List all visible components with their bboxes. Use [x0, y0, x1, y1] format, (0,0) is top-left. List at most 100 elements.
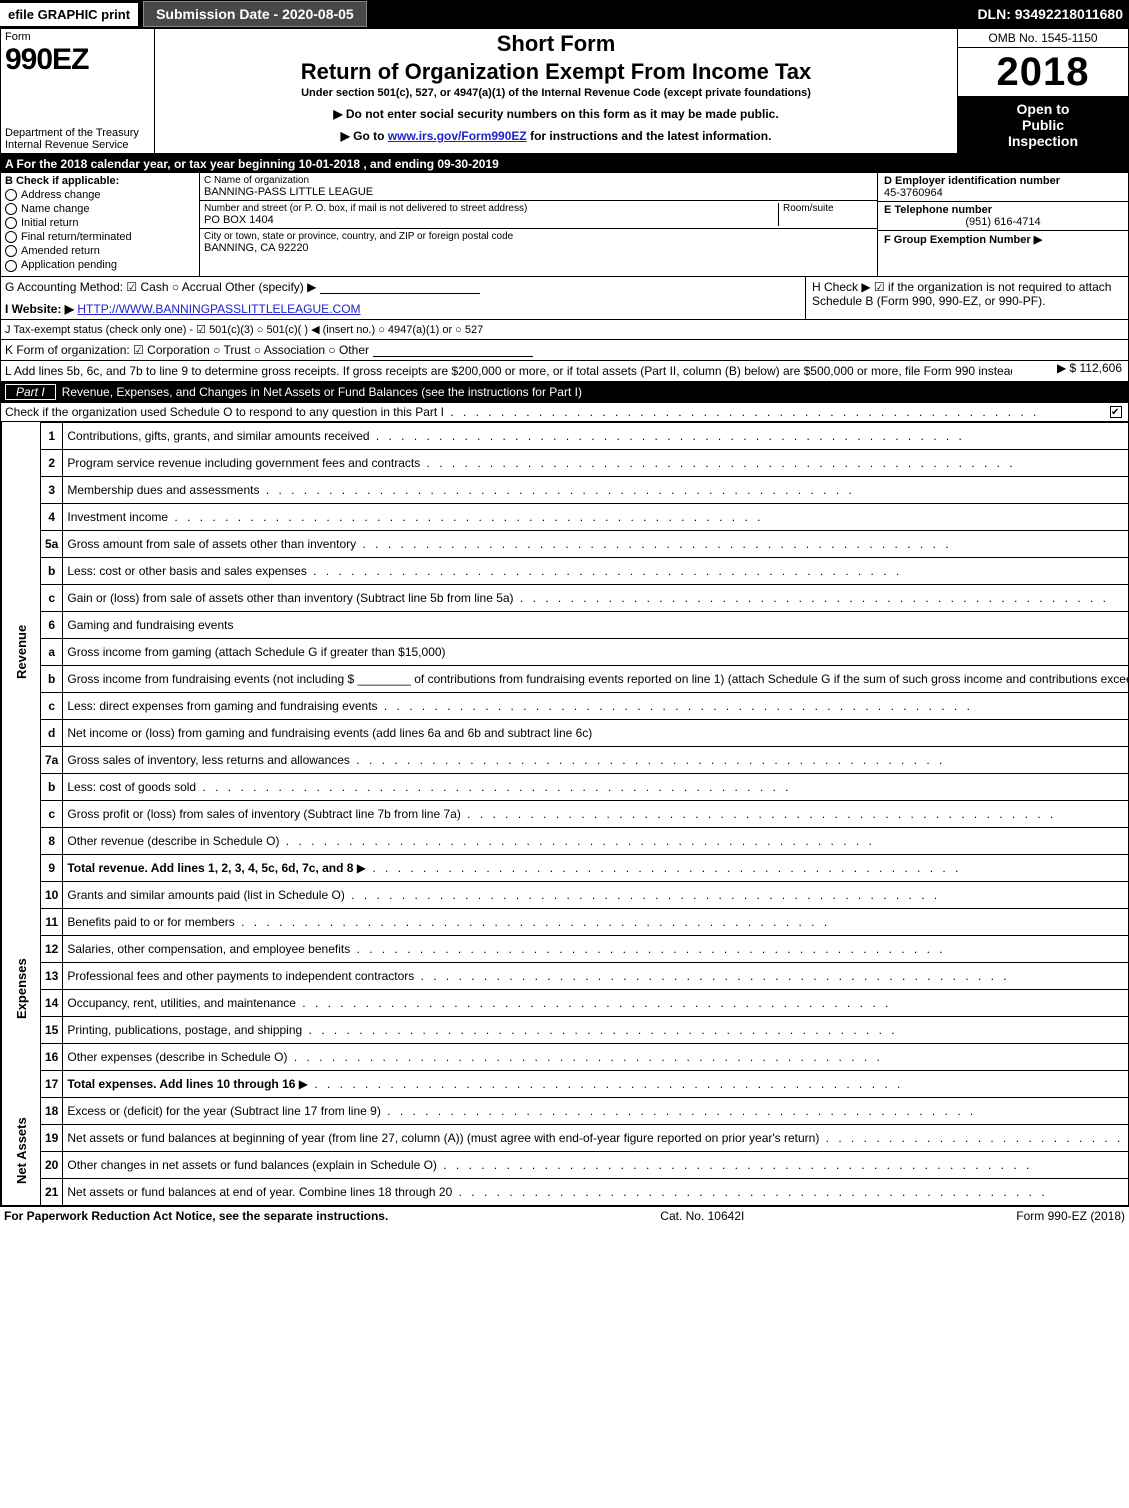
line-21: 21 Net assets or fund balances at end of…	[2, 1178, 1129, 1205]
expenses-side-label: Expenses	[2, 881, 41, 1097]
row-l: L Add lines 5b, 6c, and 7b to line 9 to …	[1, 361, 1128, 382]
goto-prefix: ▶ Go to	[341, 129, 388, 143]
irs-link[interactable]: www.irs.gov/Form990EZ	[388, 129, 527, 143]
line-19: 19 Net assets or fund balances at beginn…	[2, 1124, 1129, 1151]
b-opt-name[interactable]: Name change	[5, 203, 195, 215]
line-5c: c Gain or (loss) from sale of assets oth…	[2, 584, 1129, 611]
l1-desc: Contributions, gifts, grants, and simila…	[63, 422, 1129, 449]
org-name-row: C Name of organization BANNING-PASS LITT…	[200, 173, 877, 201]
section-c: C Name of organization BANNING-PASS LITT…	[200, 173, 877, 276]
footer-left: For Paperwork Reduction Act Notice, see …	[4, 1209, 388, 1223]
group-exemption-row: F Group Exemption Number ▶	[878, 231, 1128, 248]
submission-date-button[interactable]: Submission Date - 2020-08-05	[143, 1, 367, 27]
line-5b: b Less: cost or other basis and sales ex…	[2, 557, 1129, 584]
part-i-checkbox[interactable]	[1110, 406, 1122, 418]
l-amount: ▶ $ 112,606	[1012, 361, 1128, 381]
room-label: Room/suite	[783, 203, 873, 214]
line-7c: c Gross profit or (loss) from sales of i…	[2, 800, 1129, 827]
row-g-h: G Accounting Method: ☑ Cash ○ Accrual Ot…	[1, 277, 1128, 320]
open-line1: Open to	[960, 101, 1126, 117]
line-14: 14 Occupancy, rent, utilities, and maint…	[2, 989, 1129, 1016]
goto-text: ▶ Go to www.irs.gov/Form990EZ for instru…	[163, 129, 949, 143]
ein-value: 45-3760964	[884, 187, 1122, 199]
website-link[interactable]: HTTP://WWW.BANNINGPASSLITTLELEAGUE.COM	[77, 302, 360, 316]
part-i-check-text: Check if the organization used Schedule …	[5, 405, 1108, 419]
line-11: 11 Benefits paid to or for members 11	[2, 908, 1129, 935]
org-info-block: B Check if applicable: Address change Na…	[1, 173, 1128, 277]
k-text: K Form of organization: ☑ Corporation ○ …	[1, 340, 1128, 360]
line-7b: b Less: cost of goods sold 7b 20,242	[2, 773, 1129, 800]
g-blank[interactable]	[320, 281, 480, 294]
i-prefix: I Website: ▶	[5, 302, 74, 316]
k-blank[interactable]	[373, 344, 533, 357]
line-2: 2 Program service revenue including gove…	[2, 449, 1129, 476]
netassets-side-label: Net Assets	[2, 1097, 41, 1205]
part-i-label: Part I	[5, 384, 56, 400]
section-b: B Check if applicable: Address change Na…	[1, 173, 200, 276]
line-3: 3 Membership dues and assessments 3	[2, 476, 1129, 503]
line-18: Net Assets 18 Excess or (deficit) for th…	[2, 1097, 1129, 1124]
c-label: C Name of organization	[204, 175, 873, 186]
ein-row: D Employer identification number 45-3760…	[878, 173, 1128, 202]
l1-num: 1	[41, 422, 63, 449]
part-i-table: Revenue 1 Contributions, gifts, grants, …	[1, 422, 1129, 1206]
b-opt-address[interactable]: Address change	[5, 189, 195, 201]
org-name: BANNING-PASS LITTLE LEAGUE	[204, 186, 873, 198]
g-text: G Accounting Method: ☑ Cash ○ Accrual Ot…	[5, 280, 316, 294]
form-header: Form 990EZ Department of the Treasury In…	[1, 29, 1128, 155]
footer-center: Cat. No. 10642I	[388, 1209, 1016, 1223]
open-to-public: Open to Public Inspection	[958, 97, 1128, 153]
f-label: F Group Exemption Number ▶	[884, 234, 1042, 246]
accounting-method: G Accounting Method: ☑ Cash ○ Accrual Ot…	[1, 277, 805, 319]
line-1: Revenue 1 Contributions, gifts, grants, …	[2, 422, 1129, 449]
header-left: Form 990EZ Department of the Treasury In…	[1, 29, 155, 153]
dept-line2: Internal Revenue Service	[5, 139, 150, 151]
h-check: H Check ▶ ☑ if the organization is not r…	[805, 277, 1128, 319]
line-4: 4 Investment income 4 2	[2, 503, 1129, 530]
goto-suffix: for instructions and the latest informat…	[530, 129, 771, 143]
line-20: 20 Other changes in net assets or fund b…	[2, 1151, 1129, 1178]
revenue-side-label: Revenue	[2, 422, 41, 881]
line-6a: a Gross income from gaming (attach Sched…	[2, 638, 1129, 665]
line-8: 8 Other revenue (describe in Schedule O)…	[2, 827, 1129, 854]
row-k: K Form of organization: ☑ Corporation ○ …	[1, 340, 1128, 361]
page-footer: For Paperwork Reduction Act Notice, see …	[0, 1207, 1129, 1225]
part-i-header: Part I Revenue, Expenses, and Changes in…	[1, 382, 1128, 403]
addr-value: PO BOX 1404	[204, 214, 778, 226]
line-6: 6 Gaming and fundraising events	[2, 611, 1129, 638]
omb-number: OMB No. 1545-1150	[958, 29, 1128, 48]
dept-line1: Department of the Treasury	[5, 127, 150, 139]
line-10: Expenses 10 Grants and similar amounts p…	[2, 881, 1129, 908]
b-opt-pending[interactable]: Application pending	[5, 259, 195, 271]
no-ssn-text: ▶ Do not enter social security numbers o…	[163, 107, 949, 121]
header-center: Short Form Return of Organization Exempt…	[155, 29, 958, 153]
room-suite: Room/suite	[778, 203, 873, 226]
d-label: D Employer identification number	[884, 175, 1122, 187]
efile-print-button[interactable]: efile GRAPHIC print	[0, 3, 139, 26]
line-13: 13 Professional fees and other payments …	[2, 962, 1129, 989]
line-9: 9 Total revenue. Add lines 1, 2, 3, 4, 5…	[2, 854, 1129, 881]
section-d: D Employer identification number 45-3760…	[877, 173, 1128, 276]
line-7a: 7a Gross sales of inventory, less return…	[2, 746, 1129, 773]
period-row: A For the 2018 calendar year, or tax yea…	[1, 155, 1128, 173]
line-6d: d Net income or (loss) from gaming and f…	[2, 719, 1129, 746]
open-line3: Inspection	[960, 133, 1126, 149]
l-text: L Add lines 5b, 6c, and 7b to line 9 to …	[1, 361, 1012, 381]
topbar-left: efile GRAPHIC print Submission Date - 20…	[0, 1, 367, 27]
addr-label: Number and street (or P. O. box, if mail…	[204, 203, 778, 214]
e-label: E Telephone number	[884, 204, 1122, 216]
form-number: 990EZ	[5, 43, 150, 77]
city-label: City or town, state or province, country…	[204, 231, 873, 242]
part-i-title: Revenue, Expenses, and Changes in Net As…	[62, 385, 582, 399]
address-row: Number and street (or P. O. box, if mail…	[200, 201, 877, 229]
phone-value: (951) 616-4714	[884, 216, 1122, 228]
b-opt-amended[interactable]: Amended return	[5, 245, 195, 257]
under-section-text: Under section 501(c), 527, or 4947(a)(1)…	[163, 87, 949, 99]
section-b-title: B Check if applicable:	[5, 175, 119, 187]
row-i: I Website: ▶ HTTP://WWW.BANNINGPASSLITTL…	[5, 302, 801, 316]
line-12: 12 Salaries, other compensation, and emp…	[2, 935, 1129, 962]
row-j: J Tax-exempt status (check only one) - ☑…	[1, 320, 1128, 340]
line-5a: 5a Gross amount from sale of assets othe…	[2, 530, 1129, 557]
b-opt-final[interactable]: Final return/terminated	[5, 231, 195, 243]
b-opt-initial[interactable]: Initial return	[5, 217, 195, 229]
